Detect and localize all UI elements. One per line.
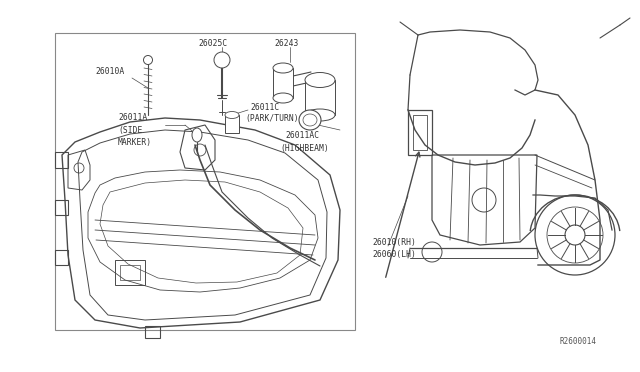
Ellipse shape	[299, 110, 321, 130]
Ellipse shape	[192, 128, 202, 142]
Ellipse shape	[305, 73, 335, 87]
Circle shape	[143, 55, 152, 64]
Ellipse shape	[305, 109, 335, 121]
Bar	[305, 80, 335, 115]
Ellipse shape	[273, 63, 293, 73]
Ellipse shape	[273, 93, 293, 103]
Text: MARKER): MARKER)	[118, 138, 152, 147]
Text: R2600014: R2600014	[560, 337, 597, 346]
Text: (SIDE: (SIDE	[118, 125, 142, 135]
Text: 26025C: 26025C	[198, 38, 227, 48]
Bar	[225, 115, 239, 133]
Text: (HIGHBEAM): (HIGHBEAM)	[280, 144, 329, 153]
Text: 26011A: 26011A	[118, 113, 147, 122]
Bar	[273, 68, 293, 98]
Text: 26060(LH): 26060(LH)	[372, 250, 416, 260]
Text: 26010(RH): 26010(RH)	[372, 238, 416, 247]
Text: (PARK/TURN): (PARK/TURN)	[245, 115, 299, 124]
Text: 26010A: 26010A	[95, 67, 124, 77]
Ellipse shape	[225, 112, 239, 119]
Circle shape	[214, 52, 230, 68]
Text: 26011AC: 26011AC	[285, 131, 319, 141]
Text: 26243: 26243	[274, 38, 298, 48]
Bar	[55, 33, 355, 330]
Text: 26011C: 26011C	[250, 103, 279, 112]
